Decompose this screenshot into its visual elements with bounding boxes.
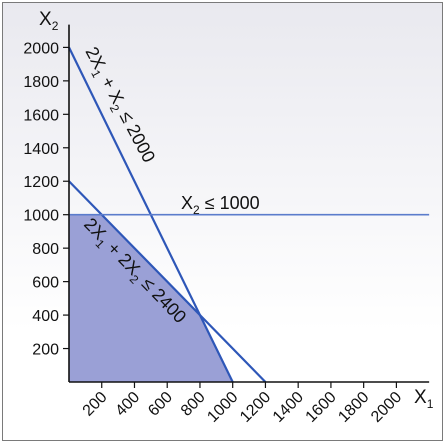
y-tick-label: 1200 (23, 174, 59, 191)
x-tick-label: 1200 (237, 389, 274, 426)
y-tick-label: 1000 (23, 208, 59, 225)
y-tick-label: 600 (32, 275, 59, 292)
y-tick-label: 200 (32, 342, 59, 359)
y-tick-label: 2000 (23, 40, 59, 57)
x-tick-label: 400 (112, 389, 143, 420)
x-tick-label: 1400 (270, 389, 307, 426)
region-layer (69, 214, 233, 382)
constraint-lines-layer (68, 46, 430, 383)
x-tick-label: 200 (80, 389, 111, 420)
axes-layer (63, 24, 430, 388)
constraint-label-3: X2 ≤ 1000 (181, 193, 260, 217)
y-tick-label: 800 (32, 241, 59, 258)
x-tick-label: 1600 (303, 389, 340, 426)
x-tick-label: 1800 (335, 389, 372, 426)
feasible-region (69, 214, 233, 382)
x-tick-label: 600 (145, 389, 176, 420)
y-tick-label: 1600 (23, 107, 59, 124)
y-tick-label: 400 (32, 308, 59, 325)
y-axis-title: X2 (39, 9, 59, 33)
chart-frame: 200 400 600 800 1000 1200 1400 1600 1800 2000 200 4… (2, 2, 443, 441)
x-tick-label: 2000 (368, 389, 405, 426)
y-tick-label: 1400 (23, 141, 59, 158)
x-axis-title: X1 (414, 387, 434, 411)
x-tick-label: 1000 (204, 389, 241, 426)
y-tick-label: 1800 (23, 74, 59, 91)
